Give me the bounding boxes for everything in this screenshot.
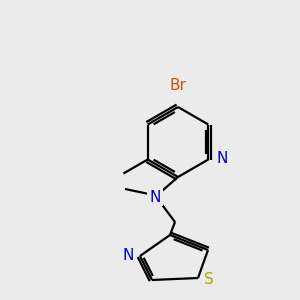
Text: N: N xyxy=(216,151,228,166)
Text: S: S xyxy=(204,272,214,287)
Text: Br: Br xyxy=(169,78,186,93)
Text: N: N xyxy=(123,248,134,263)
Text: N: N xyxy=(149,190,161,205)
